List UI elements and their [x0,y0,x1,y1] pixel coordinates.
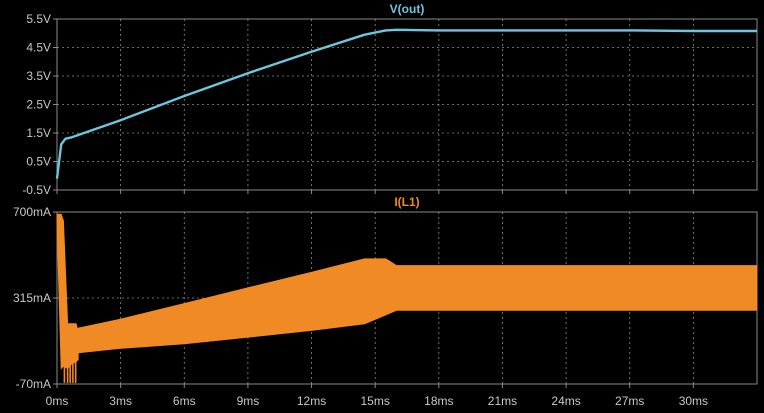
y-tick-label: 0.5V [26,155,51,169]
x-tick-label: 9ms [237,394,260,408]
panel-title: V(out) [390,2,425,16]
x-tick-label: 30ms [679,394,708,408]
y-tick-label: 2.5V [26,98,51,112]
x-tick-label: 18ms [424,394,453,408]
x-tick-label: 3ms [109,394,132,408]
x-tick-label: 0ms [46,394,69,408]
y-tick-label: -70mA [16,377,51,391]
y-tick-label: 5.5V [26,12,51,26]
x-tick-label: 21ms [488,394,517,408]
x-tick-label: 12ms [297,394,326,408]
y-tick-label: 1.5V [26,126,51,140]
y-tick-label: 315mA [13,291,51,305]
plot-panel-2: 0ms 3ms 6ms 9ms 12ms 15ms 18ms 21ms 24ms 27ms 30ms… [13,195,758,408]
y-tick-label: 700mA [13,205,51,219]
y-tick-label: 3.5V [26,69,51,83]
x-tick-label: 27ms [615,394,644,408]
x-tick-label: 15ms [361,394,390,408]
y-tick-label: 4.5V [26,41,51,55]
panel-title: I(L1) [394,195,419,209]
series-startup-il1 [56,213,79,370]
x-tick-label: 24ms [551,394,580,408]
y-tick-label: -0.5V [22,183,51,197]
plot-panel-1: 5.5V 4.5V 3.5V 2.5V 1.5V 0.5V -0.5V V(out) [22,2,758,197]
x-tick-label: 6ms [173,394,196,408]
series-band-il1 [73,258,758,356]
series-line-vout [55,28,757,179]
